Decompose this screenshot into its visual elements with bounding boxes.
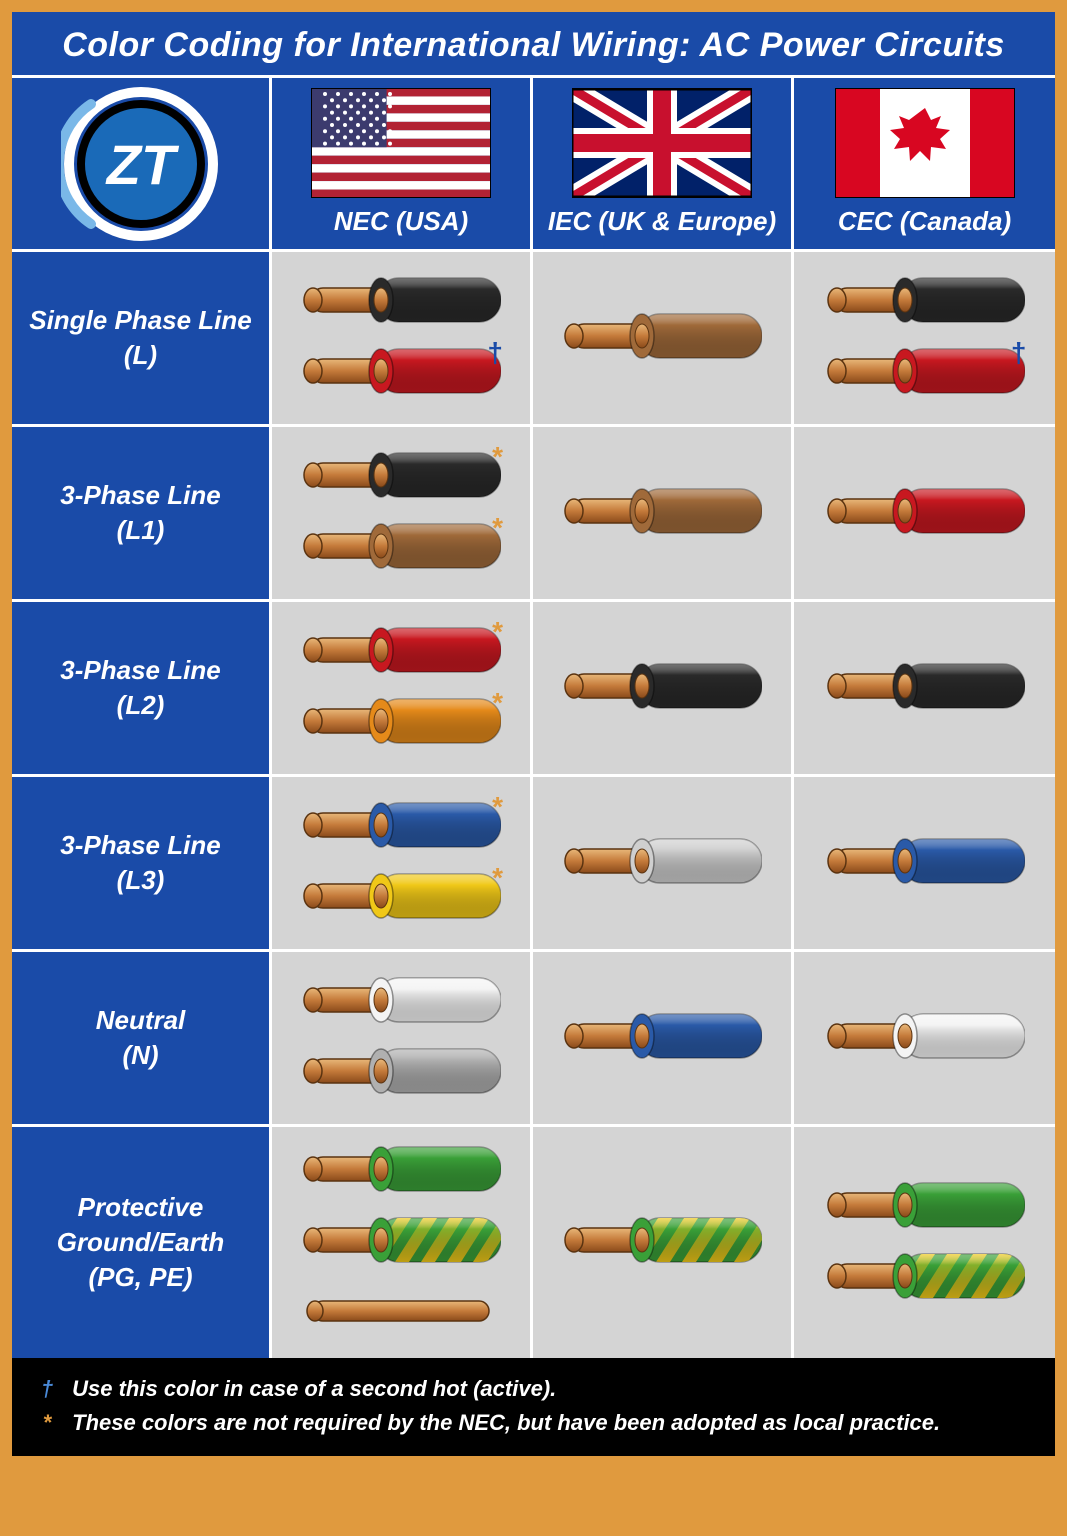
row-label: ProtectiveGround/Earth(PG, PE) bbox=[12, 1127, 272, 1358]
dagger-icon: † bbox=[1011, 337, 1027, 369]
zt-logo-icon: ZT bbox=[61, 84, 221, 244]
wire-cell bbox=[794, 952, 1055, 1127]
wire-cell bbox=[533, 952, 794, 1127]
row-label: Neutral(N) bbox=[12, 952, 272, 1127]
wire-grey bbox=[301, 1043, 501, 1104]
logo-cell: ZT bbox=[12, 78, 272, 252]
wire-silver_grey bbox=[562, 833, 762, 894]
wire-cell: * * bbox=[272, 427, 533, 602]
column-header-nec: NEC (USA) bbox=[272, 78, 533, 252]
wire-green bbox=[825, 1177, 1025, 1238]
wire-black: * bbox=[301, 447, 501, 508]
column-header-cec: CEC (Canada) bbox=[794, 78, 1055, 252]
star-icon: * bbox=[492, 512, 503, 544]
wire-cell: * * bbox=[272, 777, 533, 952]
wire-green-yellow-stripe bbox=[562, 1212, 762, 1273]
column-label-cec: CEC (Canada) bbox=[838, 206, 1011, 237]
wire-yellow: * bbox=[301, 868, 501, 929]
footnote-star: * These colors are not required by the N… bbox=[34, 1406, 1033, 1440]
wire-blue: * bbox=[301, 797, 501, 858]
wire-cell bbox=[794, 1127, 1055, 1358]
star-icon: * bbox=[492, 687, 503, 719]
row-label: Single Phase Line(L) bbox=[12, 252, 272, 427]
wire-white bbox=[825, 1008, 1025, 1069]
flag-canada-icon bbox=[835, 88, 1015, 198]
wire-green bbox=[301, 1141, 501, 1202]
wire-cell: † bbox=[272, 252, 533, 427]
wire-cell: * * bbox=[272, 602, 533, 777]
dagger-icon: † bbox=[34, 1372, 60, 1406]
wire-green-yellow-stripe bbox=[301, 1212, 501, 1273]
wire-black bbox=[301, 272, 501, 333]
wire-cell bbox=[533, 1127, 794, 1358]
footer-notes: † Use this color in case of a second hot… bbox=[12, 1358, 1055, 1456]
wire-black bbox=[562, 658, 762, 719]
footnote-star-text: These colors are not required by the NEC… bbox=[72, 1410, 940, 1435]
wire-brown: * bbox=[301, 518, 501, 579]
wire-red: † bbox=[825, 343, 1025, 404]
flag-uk-icon bbox=[572, 88, 752, 198]
star-icon: * bbox=[492, 791, 503, 823]
wire-blue bbox=[825, 833, 1025, 894]
svg-text:ZT: ZT bbox=[104, 133, 179, 196]
wire-brown bbox=[562, 308, 762, 369]
column-header-iec: IEC (UK & Europe) bbox=[533, 78, 794, 252]
star-icon: * bbox=[492, 616, 503, 648]
wire-cell bbox=[794, 777, 1055, 952]
comparison-grid: ZT NEC (USA) IEC (UK & Europe) CEC (Cana… bbox=[12, 78, 1055, 1358]
wire-cell bbox=[272, 952, 533, 1127]
wire-red: † bbox=[301, 343, 501, 404]
wire-black bbox=[825, 272, 1025, 333]
wire-blue bbox=[562, 1008, 762, 1069]
wire-cell bbox=[533, 427, 794, 602]
wire-red bbox=[825, 483, 1025, 544]
star-icon: * bbox=[492, 441, 503, 473]
wire-cell bbox=[794, 602, 1055, 777]
wire-white bbox=[301, 972, 501, 1033]
star-icon: * bbox=[492, 862, 503, 894]
wire-bare-bare bbox=[301, 1283, 501, 1344]
wire-cell bbox=[533, 777, 794, 952]
row-label: 3-Phase Line(L3) bbox=[12, 777, 272, 952]
wire-cell bbox=[794, 427, 1055, 602]
row-label: 3-Phase Line(L1) bbox=[12, 427, 272, 602]
wire-cell bbox=[272, 1127, 533, 1358]
row-label: 3-Phase Line(L2) bbox=[12, 602, 272, 777]
column-label-iec: IEC (UK & Europe) bbox=[548, 206, 776, 237]
footnote-dagger-text: Use this color in case of a second hot (… bbox=[72, 1376, 556, 1401]
star-icon: * bbox=[34, 1406, 60, 1440]
wire-orange: * bbox=[301, 693, 501, 754]
poster: Color Coding for International Wiring: A… bbox=[8, 8, 1059, 1460]
title: Color Coding for International Wiring: A… bbox=[12, 12, 1055, 78]
wire-red: * bbox=[301, 622, 501, 683]
flag-usa-icon bbox=[311, 88, 491, 198]
wire-brown bbox=[562, 483, 762, 544]
dagger-icon: † bbox=[487, 337, 503, 369]
wire-cell bbox=[533, 602, 794, 777]
wire-green-yellow-stripe bbox=[825, 1248, 1025, 1309]
footnote-dagger: † Use this color in case of a second hot… bbox=[34, 1372, 1033, 1406]
wire-cell bbox=[533, 252, 794, 427]
wire-black bbox=[825, 658, 1025, 719]
column-label-nec: NEC (USA) bbox=[334, 206, 468, 237]
wire-cell: † bbox=[794, 252, 1055, 427]
